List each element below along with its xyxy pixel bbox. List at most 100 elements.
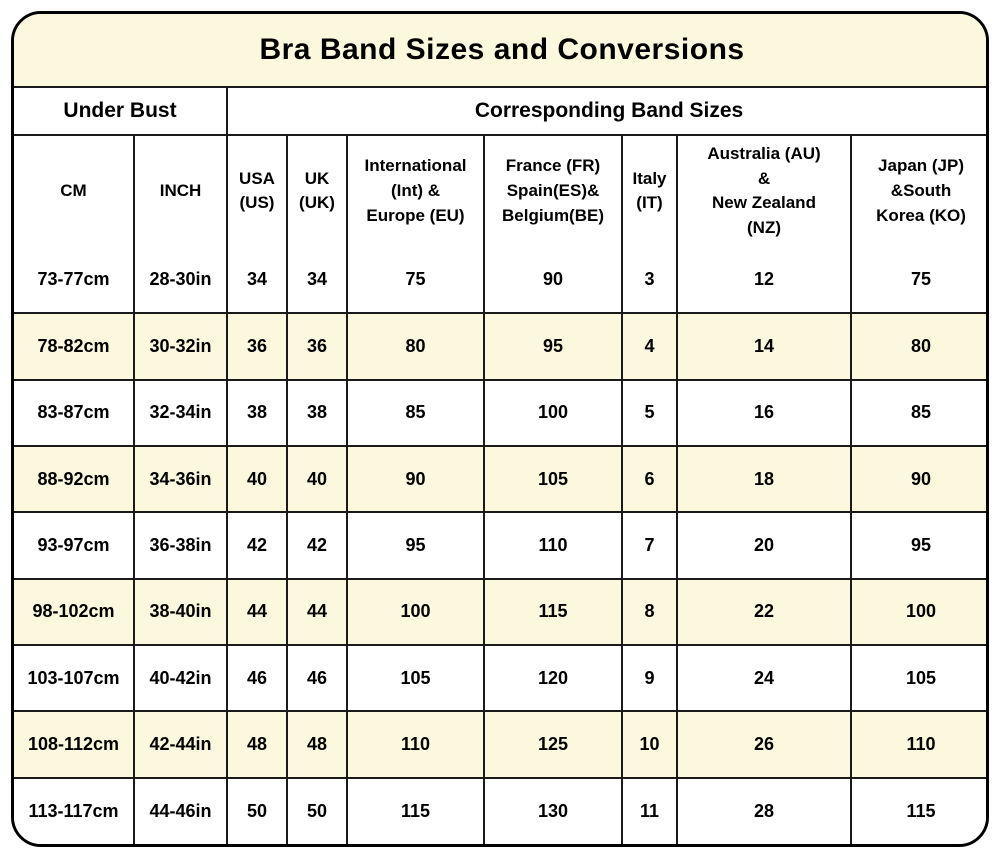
cell-jp-ko: 80	[849, 312, 986, 381]
cell-inch: 38-40in	[133, 577, 228, 646]
column-header-jp-ko: Japan (JP) &South Korea (KO)	[849, 133, 986, 248]
group-header-row: Under Bust Corresponding Band Sizes	[14, 86, 986, 136]
table-title: Bra Band Sizes and Conversions	[14, 14, 986, 89]
cell-jp-ko: 75	[849, 247, 986, 315]
cell-inch: 44-46in	[133, 776, 228, 844]
table-row: 108-112cm 42-44in 48 48 110 125 10 26 110	[14, 710, 986, 779]
cell-it: 3	[621, 247, 678, 315]
cell-au-nz: 12	[676, 247, 852, 315]
table-body: 73-77cm 28-30in 34 34 75 90 3 12 75 78-82cm 30-32i…	[14, 247, 986, 844]
cell-inch: 30-32in	[133, 312, 228, 381]
cell-us: 36	[226, 312, 288, 381]
cell-inch: 36-38in	[133, 511, 228, 580]
cell-fr-es-be: 115	[483, 577, 623, 646]
cell-us: 48	[226, 710, 288, 779]
column-header-us: USA (US)	[226, 133, 288, 248]
column-header-inch: INCH	[133, 133, 228, 248]
cell-it: 8	[621, 577, 678, 646]
table-row: 78-82cm 30-32in 36 36 80 95 4 14 80	[14, 312, 986, 381]
cell-uk: 50	[286, 776, 348, 844]
column-header-row: CM INCH USA (US) UK (UK) International (…	[14, 133, 986, 248]
cell-au-nz: 24	[676, 643, 852, 713]
group-header-under-bust: Under Bust	[14, 86, 228, 136]
column-header-cm: CM	[14, 133, 135, 248]
cell-fr-es-be: 95	[483, 312, 623, 381]
cell-eu: 90	[346, 445, 485, 514]
cell-uk: 34	[286, 247, 348, 315]
cell-uk: 40	[286, 445, 348, 514]
table-row: 73-77cm 28-30in 34 34 75 90 3 12 75	[14, 247, 986, 315]
cell-cm: 83-87cm	[14, 378, 135, 448]
cell-cm: 88-92cm	[14, 445, 135, 514]
cell-eu: 95	[346, 511, 485, 580]
cell-eu: 80	[346, 312, 485, 381]
cell-cm: 78-82cm	[14, 312, 135, 381]
table-row: 88-92cm 34-36in 40 40 90 105 6 18 90	[14, 445, 986, 514]
cell-eu: 115	[346, 776, 485, 844]
column-header-uk: UK (UK)	[286, 133, 348, 248]
cell-fr-es-be: 125	[483, 710, 623, 779]
cell-us: 42	[226, 511, 288, 580]
cell-fr-es-be: 130	[483, 776, 623, 844]
cell-it: 4	[621, 312, 678, 381]
cell-cm: 93-97cm	[14, 511, 135, 580]
cell-cm: 98-102cm	[14, 577, 135, 646]
cell-au-nz: 14	[676, 312, 852, 381]
cell-eu: 85	[346, 378, 485, 448]
cell-au-nz: 16	[676, 378, 852, 448]
cell-au-nz: 26	[676, 710, 852, 779]
cell-jp-ko: 100	[849, 577, 986, 646]
cell-cm: 113-117cm	[14, 776, 135, 844]
cell-eu: 100	[346, 577, 485, 646]
cell-fr-es-be: 110	[483, 511, 623, 580]
cell-us: 34	[226, 247, 288, 315]
cell-it: 10	[621, 710, 678, 779]
cell-fr-es-be: 120	[483, 643, 623, 713]
cell-uk: 48	[286, 710, 348, 779]
cell-uk: 38	[286, 378, 348, 448]
cell-it: 11	[621, 776, 678, 844]
cell-uk: 44	[286, 577, 348, 646]
group-header-band-sizes: Corresponding Band Sizes	[225, 86, 986, 136]
cell-us: 46	[226, 643, 288, 713]
column-header-au-nz: Australia (AU) & New Zealand (NZ)	[676, 133, 852, 248]
cell-jp-ko: 105	[849, 643, 986, 713]
cell-au-nz: 22	[676, 577, 852, 646]
cell-us: 38	[226, 378, 288, 448]
cell-us: 50	[226, 776, 288, 844]
cell-cm: 108-112cm	[14, 710, 135, 779]
cell-uk: 36	[286, 312, 348, 381]
cell-eu: 105	[346, 643, 485, 713]
cell-inch: 34-36in	[133, 445, 228, 514]
column-header-fr-es-be: France (FR) Spain(ES)& Belgium(BE)	[483, 133, 623, 248]
table-row: 103-107cm 40-42in 46 46 105 120 9 24 105	[14, 643, 986, 713]
table-row: 98-102cm 38-40in 44 44 100 115 8 22 100	[14, 577, 986, 646]
cell-it: 6	[621, 445, 678, 514]
cell-cm: 73-77cm	[14, 247, 135, 315]
cell-uk: 42	[286, 511, 348, 580]
size-conversion-table-frame: Bra Band Sizes and Conversions Under Bus…	[11, 11, 989, 847]
cell-au-nz: 20	[676, 511, 852, 580]
cell-it: 5	[621, 378, 678, 448]
cell-inch: 42-44in	[133, 710, 228, 779]
cell-fr-es-be: 90	[483, 247, 623, 315]
cell-jp-ko: 115	[849, 776, 986, 844]
cell-jp-ko: 95	[849, 511, 986, 580]
cell-inch: 28-30in	[133, 247, 228, 315]
column-header-eu: International (Int) & Europe (EU)	[346, 133, 485, 248]
cell-fr-es-be: 100	[483, 378, 623, 448]
cell-us: 44	[226, 577, 288, 646]
cell-jp-ko: 85	[849, 378, 986, 448]
cell-cm: 103-107cm	[14, 643, 135, 713]
cell-it: 9	[621, 643, 678, 713]
cell-inch: 32-34in	[133, 378, 228, 448]
cell-it: 7	[621, 511, 678, 580]
table-row: 93-97cm 36-38in 42 42 95 110 7 20 95	[14, 511, 986, 580]
size-conversion-table: Bra Band Sizes and Conversions Under Bus…	[14, 14, 986, 844]
cell-us: 40	[226, 445, 288, 514]
cell-au-nz: 18	[676, 445, 852, 514]
cell-jp-ko: 110	[849, 710, 986, 779]
cell-eu: 75	[346, 247, 485, 315]
cell-au-nz: 28	[676, 776, 852, 844]
